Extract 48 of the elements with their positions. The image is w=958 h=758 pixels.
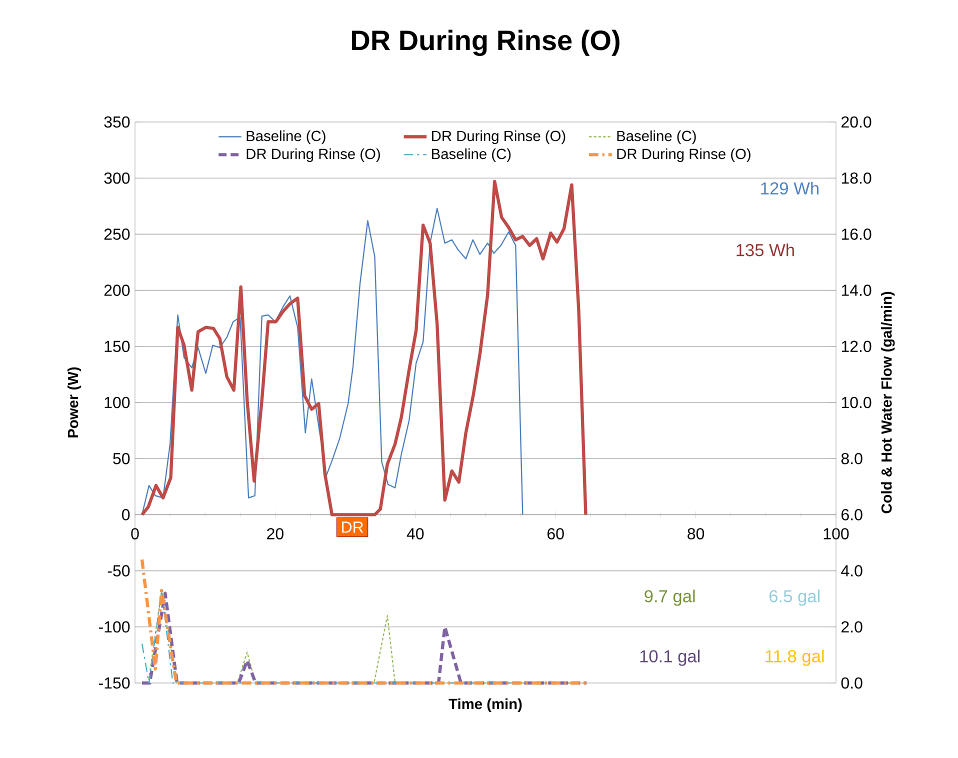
y2-tick-label: 20.0 — [842, 116, 872, 128]
x-tick-label: 40 — [406, 528, 424, 540]
legend-label: DR During Rinse (O) — [617, 148, 750, 162]
y2-tick-label: 14.0 — [842, 284, 872, 296]
y2-tick-label: 12.0 — [842, 340, 872, 352]
y2-tick-label: 8.0 — [841, 452, 862, 464]
y-tick-label: -100 — [98, 621, 130, 633]
legend-label: DR During Rinse (O) — [246, 148, 380, 162]
line-series — [141, 208, 524, 516]
x-tick-label: 60 — [548, 528, 564, 540]
legend-label: Baseline (C) — [432, 148, 511, 162]
x-tick-label: 100 — [824, 528, 849, 540]
line-series — [140, 558, 588, 685]
y-tick-label: 50 — [113, 452, 130, 464]
y2-tick-label: 16.0 — [842, 228, 872, 240]
y2-tick-label: 10.0 — [842, 396, 872, 408]
y2-tick-label: 6.0 — [842, 509, 862, 520]
y-tick-label: 0 — [122, 509, 130, 520]
legend-label: Baseline (C) — [617, 130, 696, 144]
x-tick-label: 80 — [688, 528, 704, 540]
x-tick-label: 0 — [131, 528, 139, 540]
chart-title: DR During Rinse (O) — [352, 30, 620, 56]
y-tick-label: 300 — [104, 172, 130, 184]
annotation: 11.8 gal — [766, 650, 824, 666]
y-tick-label: 100 — [104, 396, 130, 408]
legend-label: Baseline (C) — [246, 130, 326, 144]
y-tick-label: -50 — [108, 565, 130, 576]
annotation: DR — [342, 522, 364, 533]
y-tick-label: 350 — [104, 116, 130, 128]
y2-axis-title: Cold & Hot Water Flow (gal/min) — [881, 292, 895, 514]
y-tick-label: -150 — [98, 677, 130, 689]
y2-tick-label: 0.0 — [841, 677, 862, 689]
annotation: 135 Wh — [736, 244, 794, 256]
y2-tick-label: 18.0 — [842, 172, 872, 184]
line-series — [140, 180, 588, 516]
legend-label: DR During Rinse (O) — [432, 130, 566, 144]
annotation: 10.1 gal — [640, 650, 700, 666]
y-tick-label: 200 — [104, 284, 130, 296]
x-axis-title: Time (min) — [448, 698, 522, 712]
y-tick-label: 250 — [104, 228, 130, 240]
annotation: 129 Wh — [761, 182, 818, 195]
y-axis-title: Power (W) — [67, 367, 82, 438]
x-tick-label: 20 — [267, 528, 284, 540]
y2-tick-label: 4.0 — [841, 565, 862, 576]
y-tick-label: 150 — [104, 340, 130, 352]
y2-tick-label: 2.0 — [842, 621, 862, 633]
annotation: 9.7 gal — [644, 590, 695, 606]
annotation: 6.5 gal — [769, 590, 820, 606]
